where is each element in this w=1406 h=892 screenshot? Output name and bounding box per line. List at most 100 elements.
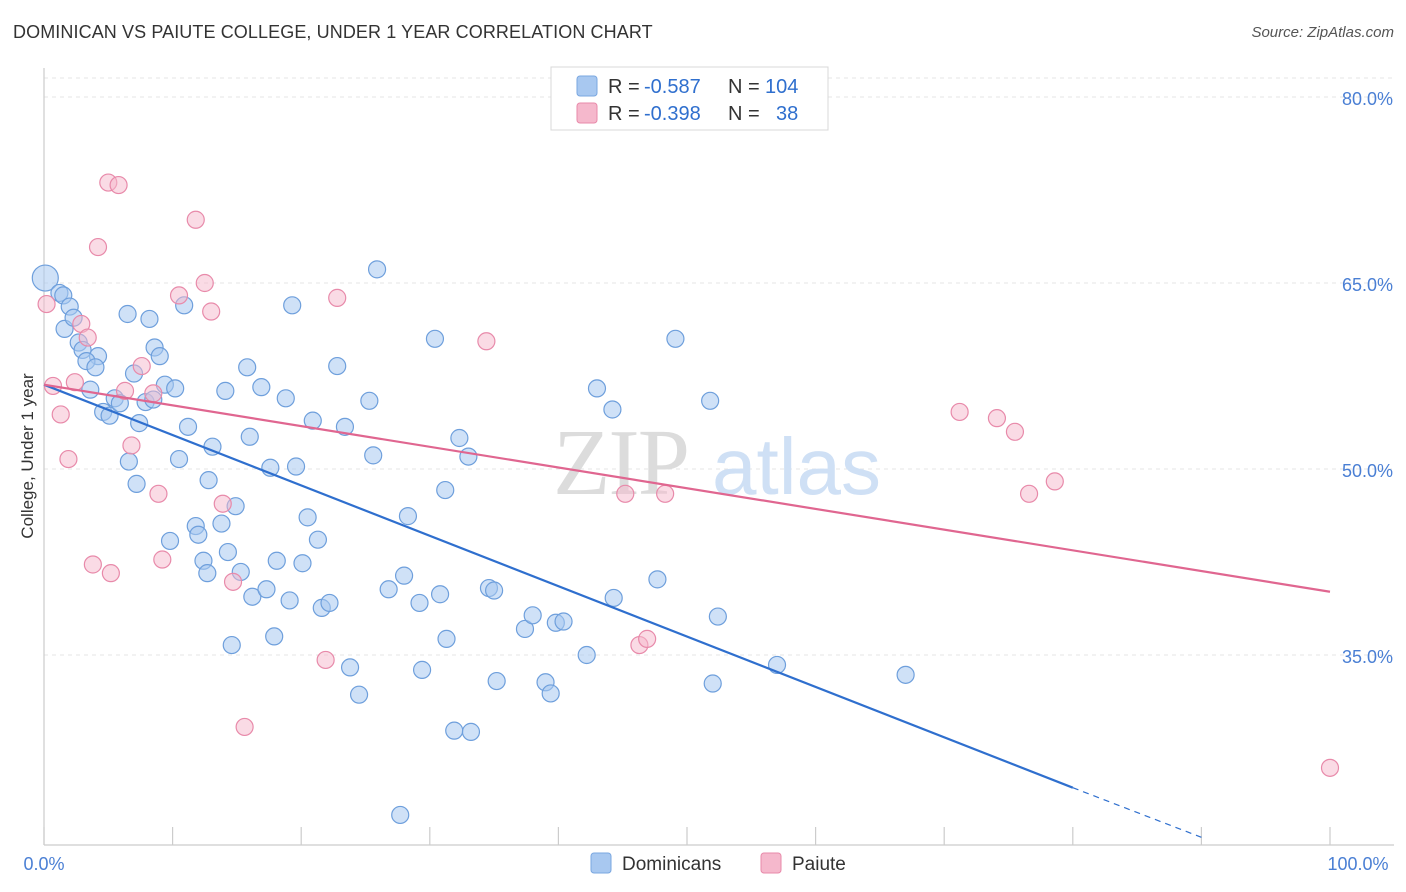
dominicans-point — [461, 722, 481, 741]
dominicans-point — [31, 264, 59, 292]
dominicans-point — [119, 452, 138, 471]
dominicans-point — [391, 805, 410, 825]
legend-r-label-paiute: R = — [608, 103, 640, 125]
dominicans-point — [178, 417, 198, 436]
paiute-point — [638, 629, 657, 648]
paiute-point — [37, 294, 56, 314]
dominicans-point — [169, 449, 189, 469]
paiute-point — [186, 210, 205, 229]
chart-source: Source: ZipAtlas.com — [1251, 24, 1394, 41]
legend-n-value-paiute: 38 — [776, 103, 798, 125]
dominicans-point — [587, 379, 607, 398]
x-tick-label-100: 100.0% — [1327, 854, 1388, 874]
watermark: ZIP atlas — [553, 411, 881, 515]
dominicans-point — [412, 660, 432, 679]
dominicans-point — [212, 514, 231, 533]
legend-bottom-dominicans: Dominicans — [622, 854, 721, 875]
dominicans-point — [703, 674, 722, 693]
dominicans-point — [349, 685, 369, 704]
dominicans-trend-extension — [1072, 787, 1202, 838]
legend-n-label-paiute: N = — [728, 103, 760, 125]
legend-bottom: Dominicans Paiute — [590, 852, 846, 875]
dominicans-point — [515, 619, 535, 639]
y-tick-labels: 35.0% 50.0% 65.0% 80.0% — [1342, 89, 1393, 667]
watermark-atlas: atlas — [712, 422, 881, 511]
dominicans-point — [523, 606, 542, 625]
paiute-point — [59, 449, 78, 469]
dominicans-point — [81, 380, 100, 399]
paiute-point — [132, 356, 151, 376]
x-tick-label-0: 0.0% — [23, 854, 64, 874]
dominicans-point — [701, 391, 720, 410]
y-tick-label: 50.0% — [1342, 461, 1393, 481]
paiute-point — [122, 436, 141, 455]
dominicans-points — [31, 260, 915, 825]
dominicans-point — [425, 329, 445, 348]
paiute-point — [477, 332, 496, 351]
dominicans-point — [222, 635, 241, 655]
y-tick-label: 35.0% — [1342, 647, 1393, 667]
dominicans-point — [410, 593, 429, 613]
dominicans-point — [140, 309, 159, 329]
dominicans-point — [604, 588, 623, 608]
paiute-point — [1005, 422, 1025, 441]
paiute-point — [78, 328, 97, 347]
dominicans-point — [364, 446, 383, 465]
dominicans-point — [267, 551, 286, 570]
legend-r-value-dominicans: -0.587 — [644, 76, 701, 98]
paiute-point — [101, 564, 120, 583]
paiute-point — [51, 405, 70, 424]
legend-top: R = -0.587 N = 104 R = -0.398 N = 38 — [550, 66, 829, 131]
paiute-point — [213, 494, 232, 513]
paiute-point — [316, 650, 335, 670]
paiute-trend-line — [43, 383, 1331, 593]
dominicans-point — [286, 457, 306, 476]
paiute-points — [37, 173, 1340, 777]
dominicans-point — [437, 629, 456, 648]
dominicans-point — [243, 587, 262, 606]
dominicans-point — [541, 684, 560, 703]
legend-bottom-paiute: Paiute — [792, 854, 846, 875]
paiute-point — [195, 273, 214, 293]
dominicans-point — [394, 566, 414, 585]
dominicans-point — [320, 593, 339, 613]
dominicans-point — [86, 358, 105, 377]
dominicans-point — [554, 612, 573, 631]
dominicans-point — [335, 417, 355, 436]
dominicans-point — [127, 474, 146, 493]
dominicans-point — [298, 508, 317, 527]
dominicans-point — [216, 381, 235, 400]
paiute-point — [169, 286, 189, 305]
dominicans-point — [160, 531, 180, 551]
dominicans-point — [150, 347, 169, 366]
dominicans-point — [487, 671, 506, 691]
dominicans-point — [252, 378, 271, 397]
dominicans-point — [340, 658, 360, 677]
chart-title: DOMINICAN VS PAIUTE COLLEGE, UNDER 1 YEA… — [13, 22, 653, 42]
y-axis-label: College, Under 1 year — [18, 373, 37, 539]
dominicans-point — [265, 627, 284, 646]
paiute-point — [328, 288, 347, 307]
paiute-point — [83, 555, 102, 574]
paiute-point — [1320, 758, 1340, 777]
dominicans-point — [218, 542, 237, 562]
paiute-point — [1045, 472, 1064, 491]
dominicans-point — [367, 260, 387, 279]
dominicans-point — [577, 645, 596, 665]
paiute-point — [153, 550, 172, 569]
dominicans-trend-line — [43, 383, 1074, 789]
paiute-point — [144, 384, 163, 403]
dominicans-point — [199, 471, 218, 490]
legend-bottom-swatch-dominicans — [590, 852, 612, 874]
paiute-point — [950, 402, 969, 422]
dominicans-point — [485, 581, 504, 600]
dominicans-point — [293, 554, 312, 573]
legend-r-label-dominicans: R = — [608, 76, 640, 98]
dominicans-point — [308, 530, 328, 549]
dominicans-point — [280, 591, 299, 610]
legend-n-value-dominicans: 104 — [765, 76, 798, 98]
dominicans-point — [189, 525, 208, 544]
dominicans-point — [240, 427, 259, 446]
x-tick-marks — [43, 827, 1331, 845]
legend-swatch-dominicans — [576, 75, 598, 97]
